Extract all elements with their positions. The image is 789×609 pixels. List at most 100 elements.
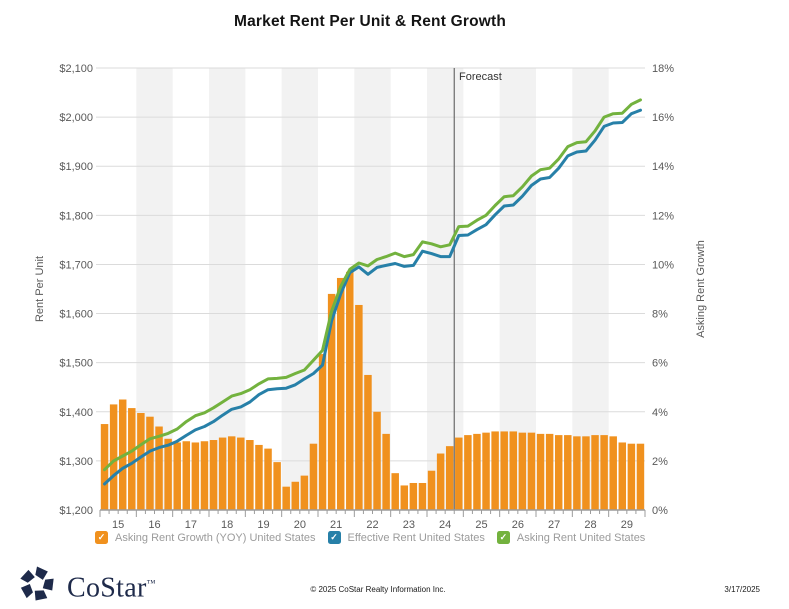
legend-item-effective-rent[interactable]: ✓ Effective Rent United States [327, 531, 485, 544]
rent-chart: $2,100 18% $2,000 16% $1,900 14% $1,800 12% $1,7… [59, 63, 674, 531]
left-axis-tick-label: $1,600 [59, 309, 93, 321]
bar [155, 426, 163, 510]
bar [255, 444, 263, 510]
logo-blade [35, 566, 48, 580]
costar-brand: CoStar™ [14, 564, 156, 607]
bar [500, 431, 508, 510]
bar [573, 436, 581, 510]
left-axis-tick-label: $2,000 [59, 112, 93, 124]
right-axis-tick-label: 6% [652, 358, 668, 370]
page-title: Market Rent Per Unit & Rent Growth [233, 13, 507, 30]
legend-item-label: Effective Rent United States [347, 531, 485, 544]
bar [200, 441, 209, 510]
bar [273, 462, 281, 510]
x-axis-year-label: 26 [512, 519, 524, 531]
bar [564, 435, 572, 510]
checkbox-checked-icon[interactable]: ✓ [95, 531, 108, 544]
bar [545, 433, 554, 510]
x-axis-year-label: 20 [294, 519, 306, 531]
x-axis-year-label: 16 [148, 519, 160, 531]
bar [418, 482, 427, 510]
bar [346, 271, 354, 510]
bar [164, 438, 172, 510]
bar [309, 443, 318, 510]
trademark-symbol: ™ [146, 578, 156, 588]
x-axis-year-label: 24 [439, 519, 451, 531]
bar [427, 470, 436, 510]
logo-blade [42, 578, 54, 591]
left-axis-title: Rent Per Unit [34, 255, 46, 323]
bar [191, 442, 200, 510]
chart-legend: ✓ Asking Rent Growth (YOY) United States… [95, 531, 645, 544]
left-axis-tick-label: $1,700 [59, 259, 93, 271]
bar [327, 293, 336, 510]
bar [209, 440, 218, 510]
checkbox-checked-icon[interactable]: ✓ [496, 531, 510, 544]
x-axis-year-label: 25 [475, 519, 487, 531]
left-axis-tick-label: $1,400 [59, 407, 93, 419]
bar [218, 437, 227, 510]
bar [137, 413, 145, 510]
bar [582, 436, 590, 510]
bar [227, 436, 236, 510]
x-axis-year-label: 29 [621, 519, 633, 531]
bar [355, 304, 363, 510]
logo-blade [20, 583, 33, 599]
legend-item-asking-rent-growth[interactable]: ✓ Asking Rent Growth (YOY) United States [95, 531, 316, 544]
copyright-text: © 2025 CoStar Realty Information Inc. [310, 585, 446, 594]
right-axis-tick-label: 12% [652, 210, 674, 222]
checkbox-checked-icon[interactable]: ✓ [327, 531, 341, 544]
right-axis-tick-label: 14% [652, 161, 674, 173]
bar [436, 453, 445, 510]
bar [464, 435, 472, 510]
year-band [209, 68, 246, 510]
bar [618, 442, 627, 510]
bar [336, 277, 345, 510]
x-axis-year-label: 28 [584, 519, 596, 531]
legend-item-label: Asking Rent Growth (YOY) United States [115, 531, 316, 544]
bar [264, 448, 272, 510]
logo-blade [34, 590, 48, 601]
bar [146, 416, 154, 510]
bar [364, 374, 372, 510]
x-axis-year-label: 15 [112, 519, 124, 531]
bar [591, 435, 599, 510]
right-axis-tick-label: 18% [652, 63, 674, 75]
line-asking-rent [103, 98, 642, 472]
x-axis-year-label: 17 [185, 519, 197, 531]
bar [455, 437, 463, 510]
bar [391, 473, 399, 510]
report-date: 3/17/2025 [724, 585, 760, 594]
bar [237, 437, 245, 510]
x-axis-year-label: 19 [257, 519, 269, 531]
right-axis-tick-label: 2% [652, 456, 668, 468]
bar [246, 440, 254, 510]
right-axis-tick-label: 0% [652, 505, 668, 517]
bar [600, 435, 608, 510]
year-band [427, 68, 464, 510]
bar [400, 485, 409, 510]
left-axis-tick-label: $1,900 [59, 161, 93, 173]
bar [491, 431, 499, 510]
bar [536, 433, 545, 510]
legend-item-label: Asking Rent United States [516, 531, 646, 544]
bar [609, 436, 617, 510]
bar [373, 411, 381, 510]
bar [282, 486, 290, 510]
bar [291, 481, 300, 510]
legend-item-asking-rent[interactable]: ✓ Asking Rent United States [496, 531, 646, 544]
bar [109, 404, 118, 510]
x-axis-year-label: 22 [366, 519, 378, 531]
right-axis-tick-label: 10% [652, 259, 674, 271]
bar [100, 424, 109, 510]
right-axis-tick-label: 4% [652, 407, 668, 419]
x-axis-year-label: 21 [330, 519, 342, 531]
forecast-label: Forecast [459, 71, 502, 83]
line-effective-rent [103, 108, 642, 486]
left-axis-tick-label: $1,800 [59, 210, 93, 222]
bar [627, 443, 636, 510]
bar [518, 432, 527, 510]
bar [318, 354, 327, 510]
bar [636, 443, 645, 510]
left-axis-tick-label: $2,100 [59, 63, 93, 75]
